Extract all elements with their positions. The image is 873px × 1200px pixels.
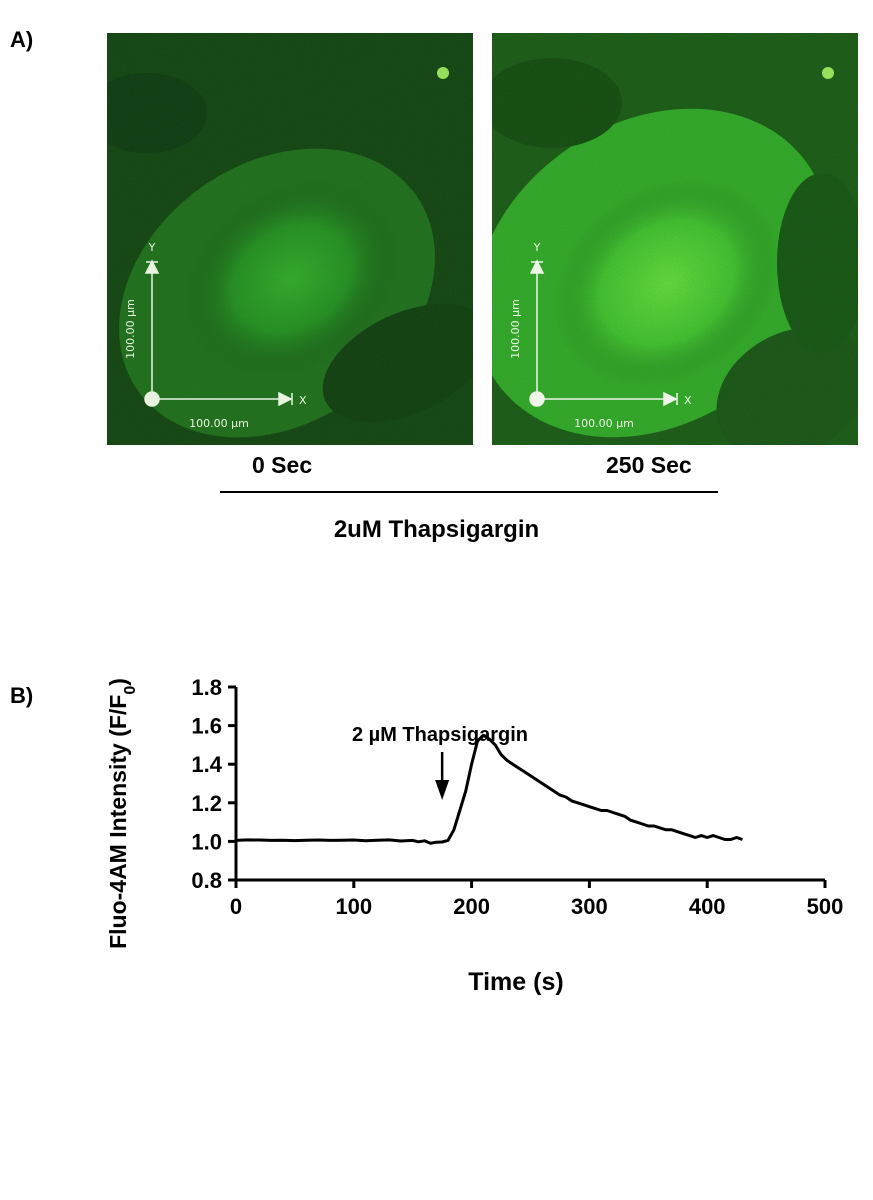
- annotation-arrow-head: [435, 780, 450, 800]
- axis-y-label-250: Y: [533, 241, 541, 254]
- y-axis-label: Fluo-4AM Intensity (F/F0): [105, 678, 139, 949]
- scale-x-label-250: 100.00 µm: [574, 417, 634, 430]
- x-tick-label: 300: [571, 894, 608, 919]
- micrograph-250-sec: Y X 100.00 µm 100.00 µm: [492, 33, 858, 445]
- scale-y-label-0: 100.00 µm: [124, 299, 137, 359]
- time-label-250-sec: 250 Sec: [606, 452, 692, 478]
- treatment-label: 2uM Thapsigargin: [333, 516, 540, 543]
- axis-y-label-0: Y: [148, 241, 156, 254]
- axis-x-label-0: X: [299, 394, 307, 407]
- x-tick-label: 0: [230, 894, 242, 919]
- x-tick-label: 100: [335, 894, 372, 919]
- scale-y-label-250: 100.00 µm: [509, 299, 522, 359]
- scale-x-label-0: 100.00 µm: [189, 417, 249, 430]
- y-tick-label: 0.8: [191, 868, 222, 893]
- x-tick-label: 500: [807, 894, 844, 919]
- treatment-bracket-line: [220, 491, 718, 493]
- micrograph-0-sec: Y X 100.00 µm 100.00 µm: [107, 33, 473, 445]
- fluo4am-intensity-chart: 0.8 1.0 1.2 1.4 1.6 1.8 0 100 200 300 400 500 2 µM …: [105, 675, 843, 996]
- y-tick-label: 1.6: [191, 714, 222, 739]
- y-tick-label: 1.4: [191, 752, 222, 777]
- x-axis-label: Time (s): [468, 968, 563, 996]
- annotation-text: 2 µM Thapsigargin: [352, 724, 528, 746]
- panel-a-label: A): [10, 27, 34, 52]
- axis-x-label-250: X: [684, 394, 692, 407]
- chart-ticks: 0.8 1.0 1.2 1.4 1.6 1.8 0 100 200 300 400 500: [191, 675, 843, 919]
- y-tick-label: 1.8: [191, 675, 222, 700]
- chart-axes: [234, 687, 825, 882]
- panel-b-label: B): [10, 683, 34, 708]
- y-tick-label: 1.0: [191, 829, 222, 854]
- intensity-trace: [235, 733, 743, 845]
- time-label-0-sec: 0 Sec: [252, 452, 313, 478]
- y-tick-label: 1.2: [191, 791, 222, 816]
- x-tick-label: 200: [453, 894, 490, 919]
- x-tick-label: 400: [689, 894, 726, 919]
- thapsigargin-annotation: 2 µM Thapsigargin: [352, 724, 528, 800]
